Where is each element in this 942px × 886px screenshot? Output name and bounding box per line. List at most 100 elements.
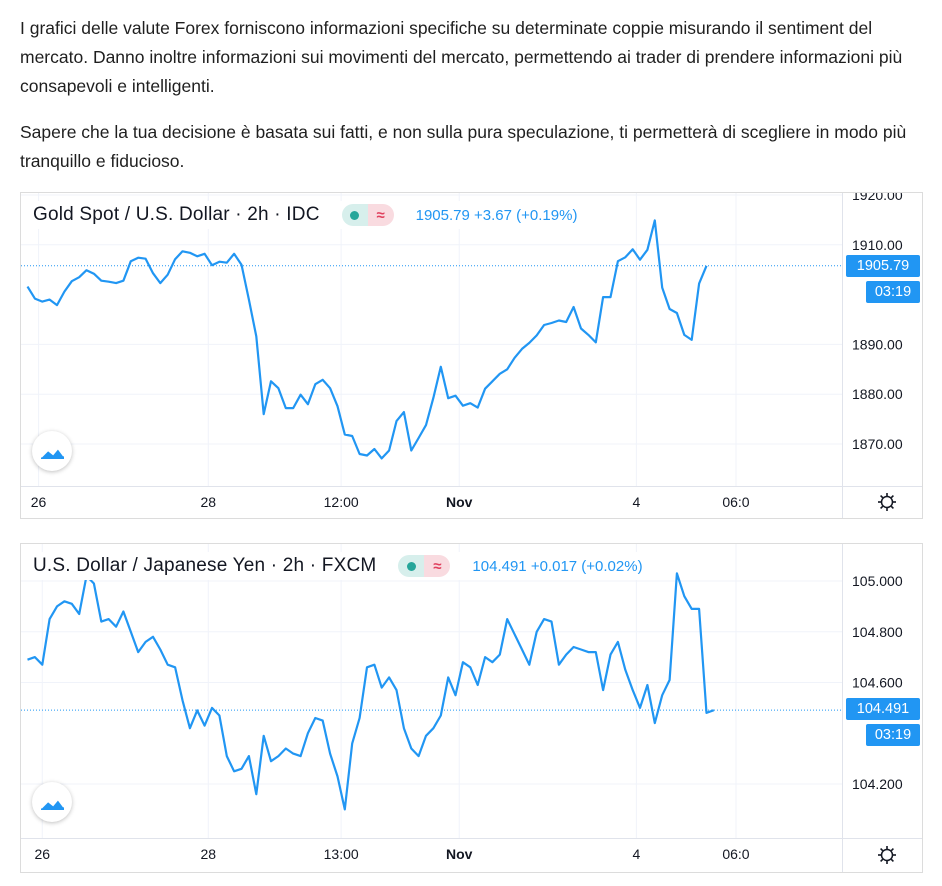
data-point: [203, 252, 207, 256]
wave-icon[interactable]: ≈: [367, 204, 394, 226]
data-point: [638, 706, 642, 710]
data-point: [217, 260, 221, 264]
data-point: [99, 279, 103, 283]
data-point: [616, 259, 620, 263]
data-point: [520, 648, 524, 652]
data-point: [564, 320, 568, 324]
data-point: [490, 379, 494, 383]
market-status-pills[interactable]: ≈: [341, 204, 394, 226]
symbol-title[interactable]: Gold Spot / U.S. Dollar · 2h · IDC: [33, 204, 320, 225]
data-point: [195, 254, 199, 258]
data-point: [203, 724, 207, 728]
wave-icon[interactable]: ≈: [424, 555, 451, 577]
data-point: [144, 257, 148, 261]
data-point: [417, 436, 421, 440]
x-tick-label: 4: [632, 494, 640, 510]
price-quote: 104.491 +0.017 (+0.02%): [472, 558, 642, 575]
data-point: [380, 686, 384, 690]
data-point: [225, 754, 229, 758]
data-point: [358, 452, 362, 456]
data-point: [668, 678, 672, 682]
data-point: [476, 406, 480, 410]
data-point: [62, 599, 66, 603]
data-point: [77, 275, 81, 279]
data-point: [424, 423, 428, 427]
data-point: [498, 653, 502, 657]
data-point: [520, 347, 524, 351]
x-tick-label: 13:00: [324, 846, 359, 862]
data-point: [306, 731, 310, 735]
data-point: [158, 648, 162, 652]
data-point: [645, 248, 649, 252]
data-point: [254, 792, 258, 796]
data-point: [321, 378, 325, 382]
data-point: [572, 305, 576, 309]
market-open-indicator[interactable]: [398, 555, 425, 577]
data-point: [549, 321, 553, 325]
data-point: [350, 434, 354, 438]
data-point: [638, 258, 642, 262]
data-point: [55, 303, 59, 307]
data-point: [173, 257, 177, 261]
data-point: [476, 683, 480, 687]
chart-widget-usdjpy[interactable]: 105.000 104.800 104.600 104.200 26 28 13:00 Nov…: [20, 543, 923, 873]
x-tick-label: 12:00: [324, 494, 359, 510]
chart-widget-gold[interactable]: 1920.00 1910.00 1890.00 1880.00 1870.00 26 28 1…: [20, 192, 923, 519]
quote-price: 1905.79: [415, 206, 470, 224]
symbol-title[interactable]: U.S. Dollar / Japanese Yen · 2h · FXCM: [33, 555, 377, 576]
data-point: [609, 295, 613, 299]
data-point: [299, 393, 303, 397]
data-point: [262, 412, 266, 416]
data-point: [623, 668, 627, 672]
data-point: [343, 433, 347, 437]
data-point: [505, 617, 509, 621]
data-point: [284, 746, 288, 750]
x-tick-label: 28: [201, 846, 217, 862]
data-point: [136, 256, 140, 260]
data-point: [417, 754, 421, 758]
x-tick-label: 28: [201, 494, 217, 510]
data-point: [313, 716, 317, 720]
data-point: [269, 379, 273, 383]
price-series-line[interactable]: [26, 219, 708, 460]
data-point: [395, 688, 399, 692]
x-tick-label: 06:0: [722, 846, 749, 862]
data-point: [409, 746, 413, 750]
market-open-indicator[interactable]: [341, 204, 368, 226]
data-point: [276, 754, 280, 758]
data-point: [299, 754, 303, 758]
x-tick-label: 26: [34, 846, 50, 862]
countdown-label: 03:19: [866, 724, 920, 746]
data-point: [48, 617, 52, 621]
market-status-pills[interactable]: ≈: [398, 555, 451, 577]
tradingview-logo-icon[interactable]: [32, 431, 72, 471]
data-point: [240, 263, 244, 267]
data-point: [557, 663, 561, 667]
data-point: [335, 774, 339, 778]
data-point: [195, 708, 199, 712]
data-point: [328, 386, 332, 390]
quote-price: 104.491: [472, 557, 527, 575]
data-point: [483, 655, 487, 659]
gear-icon[interactable]: [876, 491, 898, 513]
data-point: [431, 726, 435, 730]
tradingview-logo-icon[interactable]: [32, 782, 72, 822]
data-point: [631, 247, 635, 251]
gear-icon[interactable]: [876, 844, 898, 866]
data-point: [424, 734, 428, 738]
data-point: [653, 218, 657, 222]
price-series-line[interactable]: [27, 572, 715, 811]
data-point: [454, 693, 458, 697]
data-point: [232, 252, 236, 256]
data-point: [328, 752, 332, 756]
chart-canvas-gold[interactable]: 1920.00 1910.00 1890.00 1880.00 1870.00 26 28 1…: [21, 193, 922, 518]
data-point: [586, 650, 590, 654]
countdown-label: 03:19: [866, 281, 920, 303]
data-point: [121, 609, 125, 613]
data-point: [276, 386, 280, 390]
chart-canvas-usdjpy[interactable]: 105.000 104.800 104.600 104.200 26 28 13:00 Nov…: [21, 544, 922, 872]
data-point: [623, 255, 627, 259]
quote-change: +0.017 (+0.02%): [530, 557, 643, 575]
x-tick-label: 26: [31, 494, 47, 510]
data-point: [343, 807, 347, 811]
